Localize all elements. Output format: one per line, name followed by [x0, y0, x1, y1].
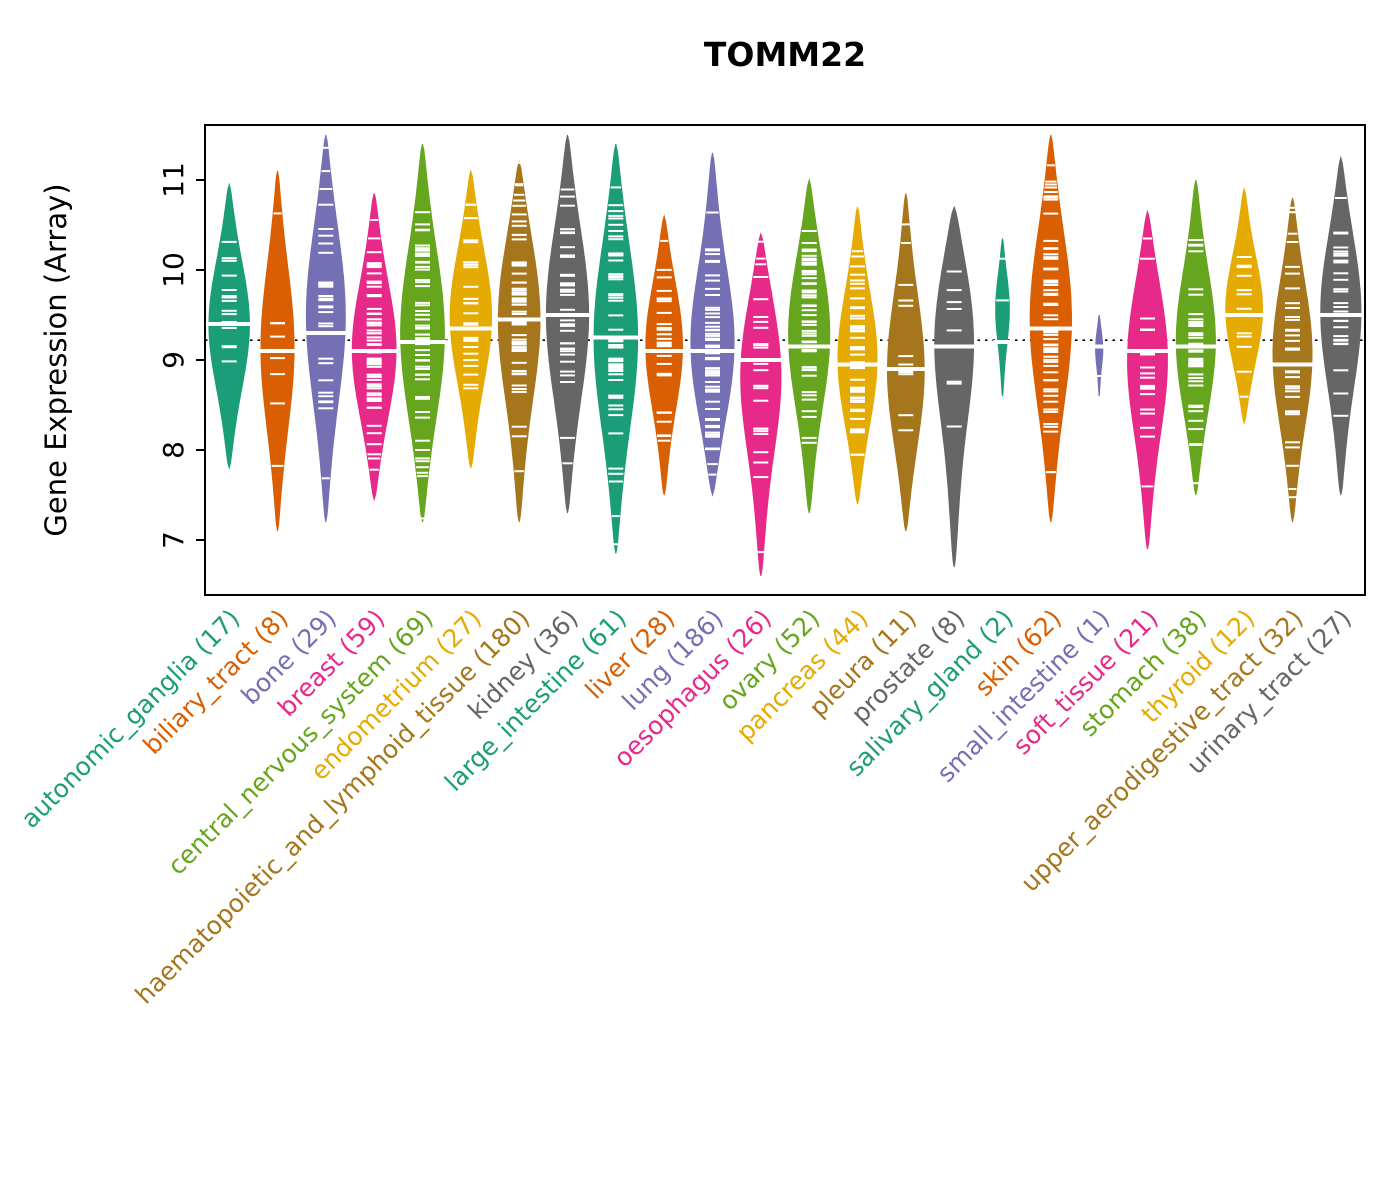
violin-bone [305, 134, 346, 523]
y-tick-label: 10 [157, 252, 190, 288]
violin-sample-dashes [996, 257, 1009, 302]
violin-sample-dashes [1043, 164, 1059, 474]
violin-autonomic_ganglia [208, 182, 250, 470]
violin-sample-dashes [608, 186, 624, 546]
violin-upper_aerodigestive_tract [1272, 197, 1313, 523]
violin-sample-dashes [753, 240, 769, 554]
violin-pleura [887, 193, 925, 532]
violin-sample-dashes [705, 211, 720, 476]
y-axis-title: Gene Expression (Array) [39, 183, 73, 536]
chart-title: TOMM22 [704, 35, 866, 74]
violin-small_intestine [1095, 314, 1104, 397]
violin-sample-dashes [318, 146, 334, 480]
violin-sample-dashes [1285, 206, 1300, 499]
violin-soft_tissue [1127, 209, 1168, 550]
violin-breast [351, 193, 397, 502]
violin-sample-dashes [898, 223, 914, 432]
violin-central_nervous_system [400, 143, 445, 523]
violin-sample-dashes [511, 161, 527, 473]
violin-lung [690, 152, 735, 497]
violin-sample-dashes [656, 239, 672, 442]
y-tick-label: 11 [157, 162, 190, 198]
violin-thyroid [1225, 187, 1264, 425]
violin-large_intestine [593, 143, 639, 554]
violin-sample-dashes [415, 211, 430, 520]
violin-endometrium [449, 169, 492, 469]
y-tick-label: 9 [157, 351, 190, 369]
y-tick-label: 7 [157, 531, 190, 549]
violin-sample-dashes [560, 188, 575, 465]
violin-salivary_gland [995, 238, 1010, 397]
violin-sample-dashes [366, 219, 382, 471]
violin-sample-dashes [1333, 197, 1349, 417]
violin-sample-dashes [270, 212, 285, 467]
violin-oesophagus [740, 232, 782, 577]
violin-prostate [934, 205, 975, 568]
y-tick-label: 8 [157, 441, 190, 459]
x-tick-label-autonomic_ganglia: autonomic_ganglia (17) [15, 604, 245, 834]
violin-sample-dashes [801, 230, 817, 444]
violin-sample-dashes [850, 250, 865, 456]
violin-sample-dashes [1236, 256, 1252, 398]
violin-sample-dashes [1188, 239, 1204, 485]
violin-sample-dashes [946, 270, 962, 428]
